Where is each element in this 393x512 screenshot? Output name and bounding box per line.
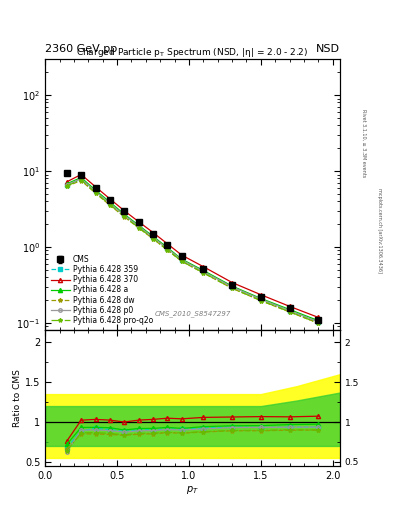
Pythia 6.428 p0 xyxy=(93,188,98,195)
Pythia 6.428 p0 xyxy=(79,176,83,182)
Pythia 6.428 pro-q2o xyxy=(259,297,263,304)
Pythia 6.428 dw xyxy=(201,270,206,276)
Pythia 6.428 a xyxy=(151,233,155,240)
Pythia 6.428 pro-q2o xyxy=(136,224,141,230)
Pythia 6.428 a xyxy=(180,256,184,262)
Pythia 6.428 dw xyxy=(316,320,321,326)
Pythia 6.428 370 xyxy=(316,314,321,321)
Pythia 6.428 dw xyxy=(151,236,155,242)
Pythia 6.428 p0 xyxy=(201,268,206,274)
Pythia 6.428 p0 xyxy=(165,246,170,252)
Pythia 6.428 a xyxy=(316,317,321,324)
Pythia 6.428 370 xyxy=(93,184,98,190)
Pythia 6.428 dw xyxy=(136,225,141,231)
Pythia 6.428 359 xyxy=(79,176,83,182)
Pythia 6.428 a xyxy=(201,267,206,273)
Line: Pythia 6.428 a: Pythia 6.428 a xyxy=(65,176,320,323)
Text: CMS_2010_S8547297: CMS_2010_S8547297 xyxy=(154,310,231,316)
Pythia 6.428 359 xyxy=(93,188,98,194)
Pythia 6.428 370 xyxy=(165,241,170,247)
Pythia 6.428 359 xyxy=(287,308,292,314)
Pythia 6.428 pro-q2o xyxy=(64,183,69,189)
Pythia 6.428 359 xyxy=(64,182,69,188)
Pythia 6.428 dw xyxy=(287,309,292,315)
Pythia 6.428 a xyxy=(64,181,69,187)
Line: Pythia 6.428 dw: Pythia 6.428 dw xyxy=(65,179,320,325)
Title: Charged Particle $\mathregular{p_T}$ Spectrum (NSD, $\mathregular{|\eta|}$ = 2.0: Charged Particle $\mathregular{p_T}$ Spe… xyxy=(77,46,309,59)
Pythia 6.428 dw xyxy=(180,259,184,265)
Pythia 6.428 dw xyxy=(108,202,112,208)
Line: Pythia 6.428 370: Pythia 6.428 370 xyxy=(65,173,320,319)
Pythia 6.428 359 xyxy=(180,257,184,263)
Pythia 6.428 359 xyxy=(230,284,235,290)
Pythia 6.428 dw xyxy=(230,285,235,291)
Pythia 6.428 370 xyxy=(136,219,141,225)
Pythia 6.428 p0 xyxy=(122,212,127,218)
Pythia 6.428 370 xyxy=(79,172,83,178)
Pythia 6.428 pro-q2o xyxy=(93,189,98,196)
Legend: CMS, Pythia 6.428 359, Pythia 6.428 370, Pythia 6.428 a, Pythia 6.428 dw, Pythia: CMS, Pythia 6.428 359, Pythia 6.428 370,… xyxy=(49,253,154,327)
Pythia 6.428 pro-q2o xyxy=(180,258,184,264)
Line: Pythia 6.428 pro-q2o: Pythia 6.428 pro-q2o xyxy=(65,178,320,325)
Pythia 6.428 pro-q2o xyxy=(108,202,112,208)
Pythia 6.428 370 xyxy=(259,292,263,298)
Pythia 6.428 pro-q2o xyxy=(151,236,155,242)
Pythia 6.428 a xyxy=(79,175,83,181)
Pythia 6.428 a xyxy=(93,187,98,193)
Text: mcplots.cern.ch [arXiv:1306.3436]: mcplots.cern.ch [arXiv:1306.3436] xyxy=(377,188,382,273)
Pythia 6.428 370 xyxy=(108,196,112,202)
Pythia 6.428 370 xyxy=(64,179,69,185)
Pythia 6.428 p0 xyxy=(316,319,321,325)
Pythia 6.428 p0 xyxy=(136,223,141,229)
Pythia 6.428 359 xyxy=(165,245,170,251)
Pythia 6.428 dw xyxy=(122,214,127,220)
Pythia 6.428 370 xyxy=(122,208,127,214)
Pythia 6.428 a xyxy=(122,211,127,217)
Pythia 6.428 dw xyxy=(79,178,83,184)
Pythia 6.428 359 xyxy=(259,296,263,302)
Pythia 6.428 359 xyxy=(108,200,112,206)
Pythia 6.428 pro-q2o xyxy=(287,309,292,315)
Pythia 6.428 pro-q2o xyxy=(122,214,127,220)
Pythia 6.428 p0 xyxy=(64,182,69,188)
Pythia 6.428 pro-q2o xyxy=(230,285,235,291)
Line: Pythia 6.428 359: Pythia 6.428 359 xyxy=(65,178,320,324)
Pythia 6.428 p0 xyxy=(151,234,155,240)
Pythia 6.428 dw xyxy=(165,247,170,253)
Pythia 6.428 370 xyxy=(201,264,206,270)
X-axis label: $p_T$: $p_T$ xyxy=(186,483,199,496)
Pythia 6.428 p0 xyxy=(108,200,112,206)
Pythia 6.428 a xyxy=(136,222,141,228)
Pythia 6.428 359 xyxy=(316,319,321,325)
Text: NSD: NSD xyxy=(316,44,340,54)
Line: Pythia 6.428 p0: Pythia 6.428 p0 xyxy=(65,177,320,324)
Pythia 6.428 p0 xyxy=(230,284,235,290)
Pythia 6.428 a xyxy=(230,283,235,289)
Pythia 6.428 pro-q2o xyxy=(79,177,83,183)
Pythia 6.428 a xyxy=(287,307,292,313)
Pythia 6.428 pro-q2o xyxy=(201,270,206,276)
Pythia 6.428 370 xyxy=(287,303,292,309)
Pythia 6.428 a xyxy=(165,245,170,251)
Pythia 6.428 p0 xyxy=(259,296,263,302)
Pythia 6.428 dw xyxy=(259,297,263,304)
Pythia 6.428 a xyxy=(259,295,263,302)
Text: Rivet 3.1.10, ≥ 3.3M events: Rivet 3.1.10, ≥ 3.3M events xyxy=(361,109,366,178)
Pythia 6.428 dw xyxy=(64,183,69,189)
Pythia 6.428 370 xyxy=(151,229,155,236)
Pythia 6.428 359 xyxy=(201,268,206,274)
Pythia 6.428 pro-q2o xyxy=(316,320,321,326)
Pythia 6.428 370 xyxy=(230,280,235,286)
Pythia 6.428 p0 xyxy=(180,257,184,263)
Pythia 6.428 a xyxy=(108,199,112,205)
Pythia 6.428 dw xyxy=(93,190,98,196)
Pythia 6.428 370 xyxy=(180,252,184,258)
Pythia 6.428 359 xyxy=(151,234,155,240)
Text: 2360 GeV pp: 2360 GeV pp xyxy=(45,44,118,54)
Pythia 6.428 p0 xyxy=(287,308,292,314)
Pythia 6.428 pro-q2o xyxy=(165,247,170,253)
Y-axis label: Ratio to CMS: Ratio to CMS xyxy=(13,369,22,427)
Pythia 6.428 359 xyxy=(136,223,141,229)
Pythia 6.428 359 xyxy=(122,212,127,218)
